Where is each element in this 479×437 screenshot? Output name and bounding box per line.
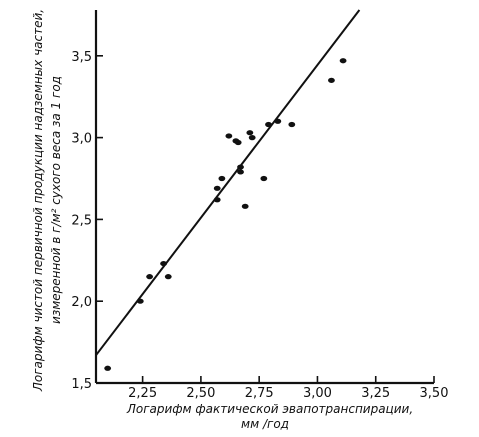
x-tick-label: 3,00 bbox=[303, 386, 332, 401]
x-ticks: 2,25 2,50 2,75 3,00 3,25 3,50 bbox=[128, 376, 448, 401]
data-point bbox=[160, 260, 168, 267]
data-point bbox=[225, 133, 233, 139]
data-point bbox=[241, 203, 249, 209]
data-point bbox=[339, 58, 347, 64]
data-point bbox=[146, 274, 154, 280]
data-point bbox=[218, 175, 226, 182]
x-tick-label: 3,50 bbox=[420, 386, 449, 401]
x-tick-label: 2,50 bbox=[186, 386, 215, 401]
data-point bbox=[328, 77, 335, 83]
y-tick-label: 3,5 bbox=[71, 50, 92, 65]
data-point bbox=[265, 121, 272, 128]
data-point bbox=[104, 365, 112, 371]
regression-line bbox=[95, 9, 361, 356]
regression-line-layer bbox=[95, 9, 361, 356]
data-point bbox=[213, 197, 221, 203]
data-point bbox=[136, 298, 144, 304]
y-tick-label: 2,5 bbox=[71, 213, 92, 228]
data-point bbox=[234, 139, 242, 146]
y-axis-label-line-2: измеренной в г/м² сухого веса за 1 год bbox=[49, 76, 63, 324]
data-point bbox=[164, 274, 172, 280]
data-point bbox=[248, 135, 256, 141]
data-point bbox=[237, 164, 244, 170]
data-point bbox=[274, 118, 282, 124]
y-ticks: 1,5 2,0 2,5 3,0 3,5 bbox=[71, 50, 103, 392]
x-tick-label: 2,75 bbox=[245, 386, 274, 401]
x-tick-label: 3,25 bbox=[361, 386, 390, 401]
data-point bbox=[260, 175, 268, 182]
x-tick-label: 2,25 bbox=[128, 386, 157, 401]
x-axis-label-line-1: Логарифм фактической эвапотранспирации, bbox=[126, 402, 413, 416]
y-axis-label-line-1: Логарифм чистой первичной продукции надз… bbox=[31, 9, 45, 392]
data-point bbox=[288, 121, 296, 128]
data-point bbox=[246, 130, 254, 136]
y-tick-label: 1,5 bbox=[71, 377, 92, 392]
data-point bbox=[237, 169, 244, 175]
data-points bbox=[104, 58, 347, 371]
axes bbox=[94, 10, 434, 385]
data-point bbox=[213, 185, 221, 191]
y-tick-label: 3,0 bbox=[71, 132, 92, 147]
y-tick-label: 2,0 bbox=[71, 295, 92, 310]
x-axis-label-line-2: мм /год bbox=[241, 417, 289, 431]
